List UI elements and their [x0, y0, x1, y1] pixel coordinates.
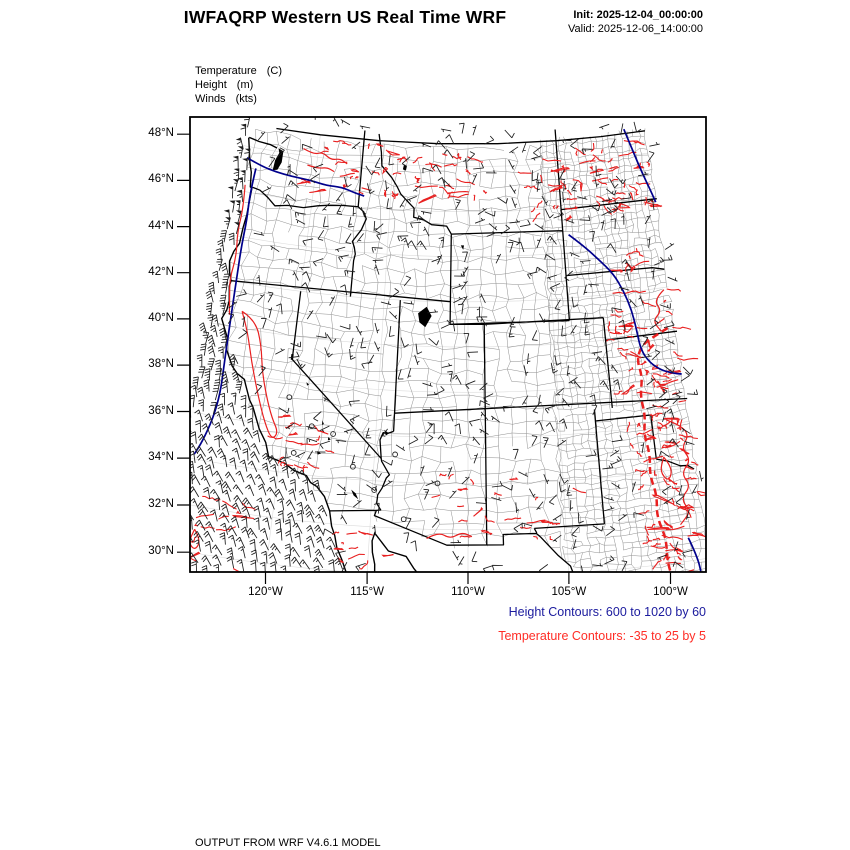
- valid-label: Valid:: [568, 23, 595, 35]
- lat-tick-label: 44°N: [148, 219, 174, 232]
- legend-row: Temperature (C): [195, 64, 282, 78]
- init-time: Init: 2025-12-04_00:00:00: [568, 8, 703, 22]
- lat-tick-label: 34°N: [148, 451, 174, 464]
- lat-tick-label: 36°N: [148, 404, 174, 417]
- footer-line1: OUTPUT FROM WRF V4.6.1 MODEL: [195, 837, 381, 849]
- lat-tick-label: 42°N: [148, 265, 174, 278]
- lon-tick-label: 120°W: [248, 586, 283, 598]
- valid-time: Valid: 2025-12-06_14:00:00: [568, 22, 703, 36]
- field-legend: Temperature (C) Height (m) Winds (kts): [195, 64, 282, 106]
- legend-field-unit: (kts): [235, 93, 257, 105]
- temperature-contour-note: Temperature Contours: -35 to 25 by 5: [498, 629, 706, 643]
- lon-tick-label: 110°W: [451, 586, 485, 598]
- legend-field-unit: (m): [236, 79, 254, 91]
- model-footer: OUTPUT FROM WRF V4.6.1 MODEL WE = 310 ; …: [195, 810, 628, 850]
- lat-tick-label: 48°N: [148, 127, 174, 140]
- lon-tick-label: 105°W: [551, 586, 587, 598]
- lon-tick-label: 115°W: [350, 586, 385, 598]
- lat-tick-label: 46°N: [148, 173, 174, 186]
- lon-tick-label: 100°W: [653, 586, 688, 598]
- legend-field-name: Winds: [195, 93, 226, 105]
- legend-row: Height (m): [195, 78, 282, 92]
- lat-tick-label: 32°N: [148, 497, 174, 510]
- run-times: Init: 2025-12-04_00:00:00 Valid: 2025-12…: [568, 8, 703, 36]
- legend-field-unit: (C): [266, 65, 283, 77]
- lat-tick-label: 30°N: [148, 545, 174, 558]
- lat-tick-label: 40°N: [148, 311, 174, 324]
- init-value: 2025-12-04_00:00:00: [596, 9, 703, 21]
- page-title: IWFAQRP Western US Real Time WRF: [183, 7, 507, 27]
- legend-field-name: Temperature: [195, 65, 257, 77]
- lat-tick-label: 38°N: [148, 358, 174, 371]
- legend-field-name: Height: [195, 79, 227, 91]
- init-label: Init:: [573, 9, 594, 21]
- height-contour-note: Height Contours: 600 to 1020 by 60: [508, 605, 706, 619]
- valid-value: 2025-12-06_14:00:00: [597, 23, 703, 35]
- legend-row: Winds (kts): [195, 92, 282, 106]
